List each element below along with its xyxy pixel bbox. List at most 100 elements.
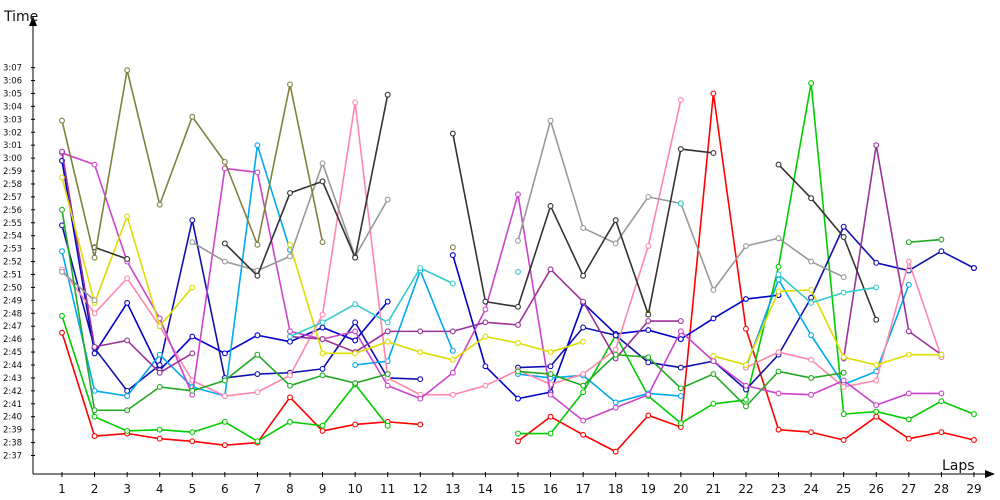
series-line	[778, 273, 877, 304]
data-point	[384, 91, 391, 98]
data-point	[221, 377, 228, 384]
y-axis-arrow	[29, 16, 37, 26]
x-tick-label: 18	[608, 482, 623, 496]
data-point	[319, 311, 326, 318]
data-point	[612, 346, 619, 353]
data-point	[287, 81, 293, 88]
data-point	[417, 421, 424, 428]
data-point	[743, 325, 749, 332]
series-line	[745, 278, 910, 386]
data-point	[677, 318, 684, 324]
series-line	[61, 219, 421, 392]
data-point	[221, 393, 228, 399]
data-point	[352, 319, 359, 326]
data-point	[91, 433, 98, 440]
y-tick-label: 2:47	[3, 322, 22, 332]
data-point	[808, 258, 815, 265]
data-point	[449, 347, 456, 354]
y-tick-label: 2:50	[3, 283, 22, 293]
x-tick-label: 2	[91, 482, 99, 496]
series-14	[971, 265, 977, 271]
data-point	[449, 369, 456, 376]
data-point	[189, 438, 196, 445]
x-tick-label: 6	[221, 482, 229, 496]
x-tick-label: 26	[869, 482, 884, 496]
series-1	[59, 90, 977, 455]
y-tick-label: 2:59	[3, 167, 22, 177]
data-point	[59, 206, 65, 213]
data-point	[482, 333, 489, 340]
data-point	[221, 240, 228, 247]
series-line	[908, 238, 942, 243]
data-point	[482, 319, 489, 326]
y-tick-label: 2:56	[3, 206, 22, 216]
y-tick-label: 3:04	[3, 102, 22, 112]
data-point	[971, 411, 977, 418]
data-point	[547, 363, 554, 370]
data-point	[91, 254, 98, 261]
y-tick-label: 2:44	[3, 361, 22, 371]
data-point	[515, 430, 521, 437]
y-tick-label: 3:03	[3, 115, 22, 125]
data-point	[677, 96, 684, 103]
data-point	[938, 429, 945, 436]
data-point	[449, 356, 456, 363]
data-point	[124, 427, 131, 434]
x-tick-label: 21	[706, 482, 721, 496]
data-point	[808, 294, 815, 301]
y-tick-label: 2:41	[3, 400, 22, 410]
data-point	[449, 280, 456, 287]
data-point	[808, 429, 815, 436]
y-tick-label: 2:55	[3, 219, 22, 229]
series-line	[289, 244, 584, 361]
data-point	[840, 384, 847, 390]
x-tick-label: 14	[478, 482, 493, 496]
data-point	[743, 362, 749, 368]
data-point	[971, 265, 977, 271]
x-tick-label: 15	[510, 482, 525, 496]
data-point	[873, 402, 880, 409]
data-point	[319, 239, 326, 246]
data-point	[124, 256, 131, 262]
series-15	[59, 206, 945, 414]
data-point	[775, 263, 782, 270]
data-point	[840, 437, 847, 443]
data-point	[938, 351, 945, 358]
data-point	[547, 117, 554, 124]
data-point	[319, 160, 326, 167]
y-tick-label: 2:58	[3, 180, 22, 190]
data-point	[156, 369, 163, 376]
data-point	[515, 321, 521, 328]
data-point	[59, 117, 65, 124]
y-tick-labels: 2:37 2:38 2:39 2:40 2:41 2:42 2:43 2:44 2:45 2:46…	[3, 64, 35, 462]
x-tick-label: 4	[156, 482, 164, 496]
data-point	[384, 196, 391, 203]
x-tick-label: 23	[771, 482, 786, 496]
series-3	[59, 157, 782, 402]
data-point	[938, 390, 945, 397]
data-point	[677, 420, 684, 427]
data-point	[515, 237, 521, 244]
data-point	[645, 354, 652, 361]
data-point	[156, 435, 163, 442]
data-point	[612, 399, 619, 406]
data-point	[124, 213, 131, 220]
data-point	[319, 422, 326, 429]
data-point	[449, 391, 456, 398]
data-point	[612, 217, 619, 224]
data-point	[612, 240, 619, 247]
data-point	[189, 217, 196, 224]
data-point	[156, 201, 163, 208]
data-point	[775, 288, 782, 295]
data-point	[319, 350, 326, 357]
data-point	[319, 178, 326, 185]
data-point	[319, 372, 326, 379]
data-point	[580, 298, 587, 305]
series-line	[61, 160, 389, 371]
data-point	[905, 351, 912, 358]
data-point	[938, 236, 945, 243]
data-point	[352, 350, 359, 357]
data-point	[124, 299, 131, 306]
data-point	[482, 363, 489, 370]
data-point	[156, 362, 163, 368]
